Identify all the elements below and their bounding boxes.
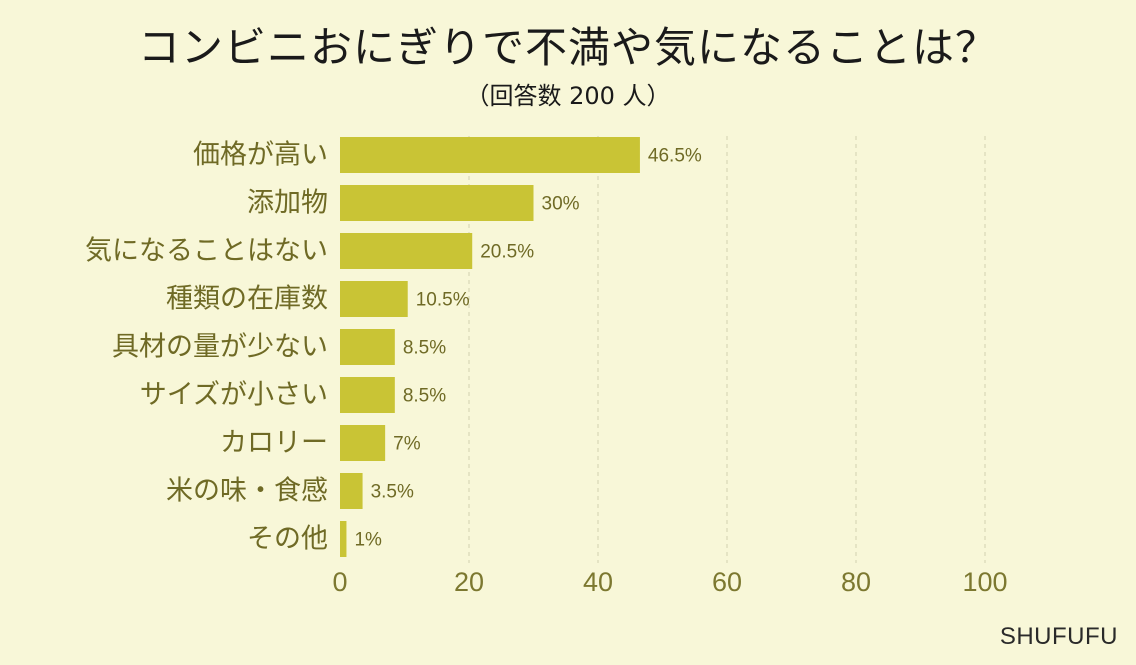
value-label: 10.5% [416,290,470,311]
bar [340,233,473,269]
x-tick-label: 40 [583,567,613,597]
value-label: 1% [354,530,382,551]
watermark-logo: SHUFUFU [999,623,1118,650]
category-label: サイズが小さい [140,380,328,411]
category-label: カロリー [220,428,328,459]
category-label: 具材の量が少ない [112,332,328,363]
chart-subtitle: （回答数 200 人） [465,82,671,110]
chart-title: コンビニおにぎりで不満や気になることは？ [137,23,998,72]
bar [340,185,534,221]
bar [340,281,408,317]
bar [340,329,395,365]
category-label: 気になることはない [85,236,328,267]
value-label: 8.5% [403,386,446,407]
x-tick-label: 60 [712,567,742,597]
x-tick-label: 80 [841,567,871,597]
bar [340,137,640,173]
value-label: 46.5% [648,146,702,167]
bar [340,377,395,413]
value-label: 7% [393,434,421,455]
category-label: 米の味・食感 [166,476,328,507]
value-label: 30% [542,194,580,215]
category-label: 添加物 [247,188,328,219]
category-label: 種類の在庫数 [166,284,328,315]
bar [340,473,363,509]
category-label: 価格が高い [193,140,328,171]
x-tick-label: 100 [962,567,1007,597]
bar [340,521,347,557]
x-tick-label: 0 [332,567,347,597]
value-label: 3.5% [371,482,414,503]
bar [340,425,386,461]
value-label: 20.5% [480,242,534,263]
category-label: その他 [247,524,328,555]
value-label: 8.5% [403,338,446,359]
x-tick-label: 20 [454,567,484,597]
